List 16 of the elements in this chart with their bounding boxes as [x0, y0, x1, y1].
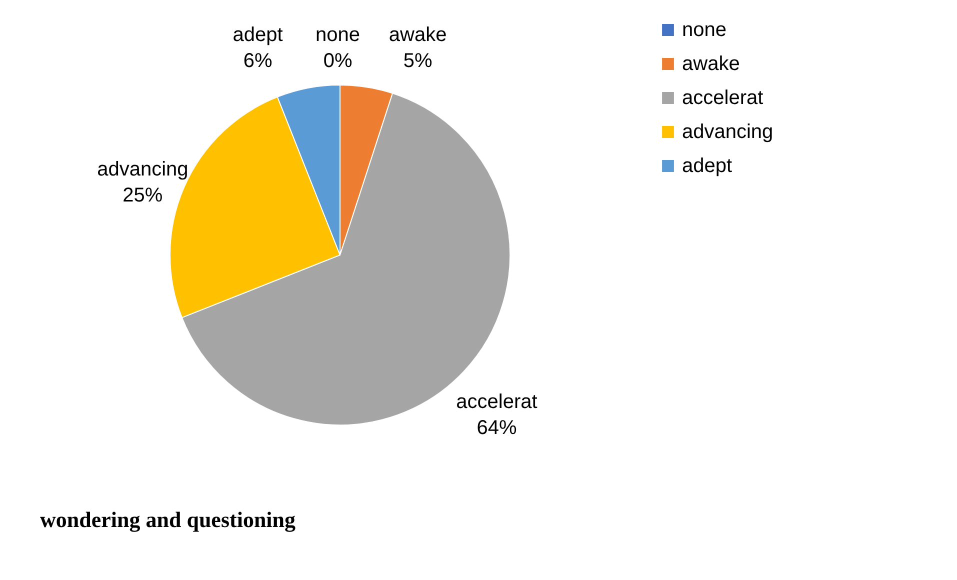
text: 0%: [323, 50, 352, 72]
legend-label: adept: [682, 155, 732, 177]
data-label: 6%: [243, 50, 272, 72]
slice-label: advancing: [97, 158, 188, 181]
data-label: 25%: [122, 184, 163, 207]
text: wondering and questioning: [40, 507, 296, 532]
legend-label: none: [682, 19, 726, 41]
data-label: 64%: [476, 417, 517, 440]
legend-label: accelerat: [682, 87, 764, 109]
legend-label: awake: [682, 53, 740, 75]
legend-label: advancing: [682, 121, 774, 143]
slice-label: accelerat: [456, 391, 538, 414]
slice-label: adept: [232, 24, 284, 46]
category-label: none: [316, 24, 360, 46]
data-label: 5%: [403, 50, 432, 72]
slice-label: awake: [388, 24, 447, 46]
